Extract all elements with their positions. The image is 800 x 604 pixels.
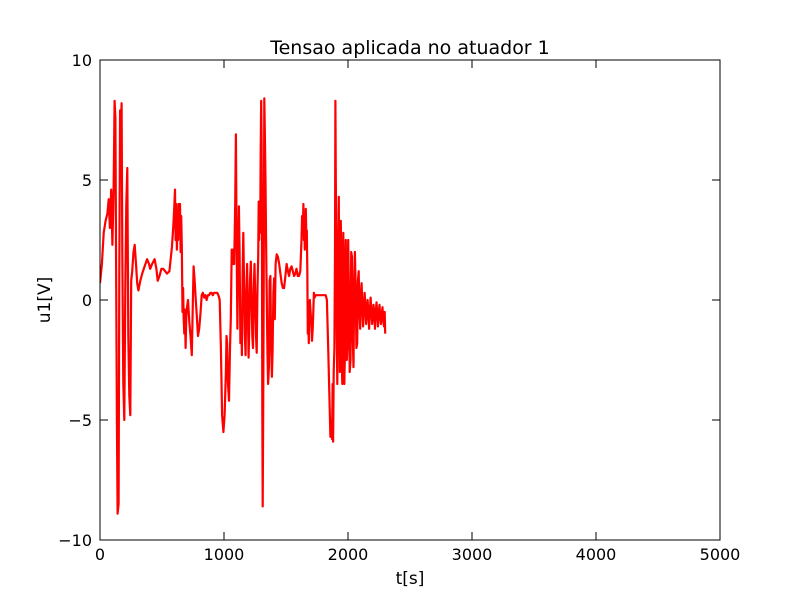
x-tick-label: 0	[95, 545, 105, 564]
x-tick-label: 1000	[204, 545, 245, 564]
y-tick-label: −5	[68, 411, 92, 430]
y-axis-label: u1[V]	[35, 277, 55, 323]
x-axis-label: t[s]	[396, 569, 425, 589]
series-line-1	[100, 97, 387, 515]
y-tick-label: 10	[72, 51, 92, 70]
y-tick-label: 5	[82, 171, 92, 190]
chart-title: Tensao aplicada no atuador 1	[269, 37, 550, 59]
plot-area: 0 1000 2000 3000 4000 5000 −10 −5 0 5 10	[58, 51, 740, 564]
x-tick-label: 3000	[452, 545, 493, 564]
y-tick-label: 0	[82, 291, 92, 310]
y-tick-label: −10	[58, 531, 92, 550]
x-tick-label: 5000	[700, 545, 741, 564]
x-tick-label: 2000	[328, 545, 369, 564]
x-tick-label: 4000	[576, 545, 617, 564]
